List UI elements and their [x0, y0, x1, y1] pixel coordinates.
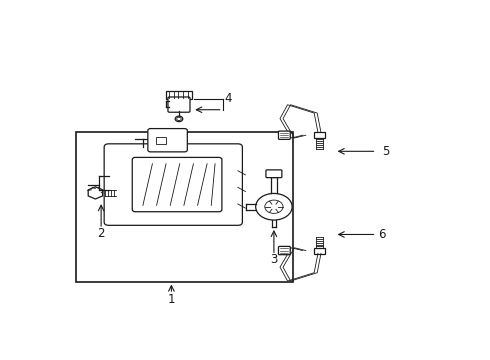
- FancyBboxPatch shape: [168, 97, 190, 112]
- Bar: [76, 132, 293, 282]
- Text: 3: 3: [270, 253, 278, 266]
- FancyBboxPatch shape: [278, 246, 290, 255]
- Text: 4: 4: [224, 91, 232, 105]
- FancyBboxPatch shape: [266, 170, 282, 177]
- Text: 5: 5: [382, 145, 390, 158]
- Bar: [156, 138, 166, 144]
- FancyBboxPatch shape: [166, 91, 192, 99]
- FancyBboxPatch shape: [104, 144, 243, 225]
- FancyBboxPatch shape: [132, 157, 222, 212]
- FancyBboxPatch shape: [314, 248, 325, 253]
- Text: 6: 6: [378, 228, 386, 241]
- FancyBboxPatch shape: [278, 131, 290, 139]
- Text: 2: 2: [98, 226, 105, 240]
- FancyBboxPatch shape: [148, 129, 187, 152]
- FancyBboxPatch shape: [314, 132, 325, 138]
- Text: 1: 1: [168, 293, 175, 306]
- Circle shape: [256, 193, 292, 220]
